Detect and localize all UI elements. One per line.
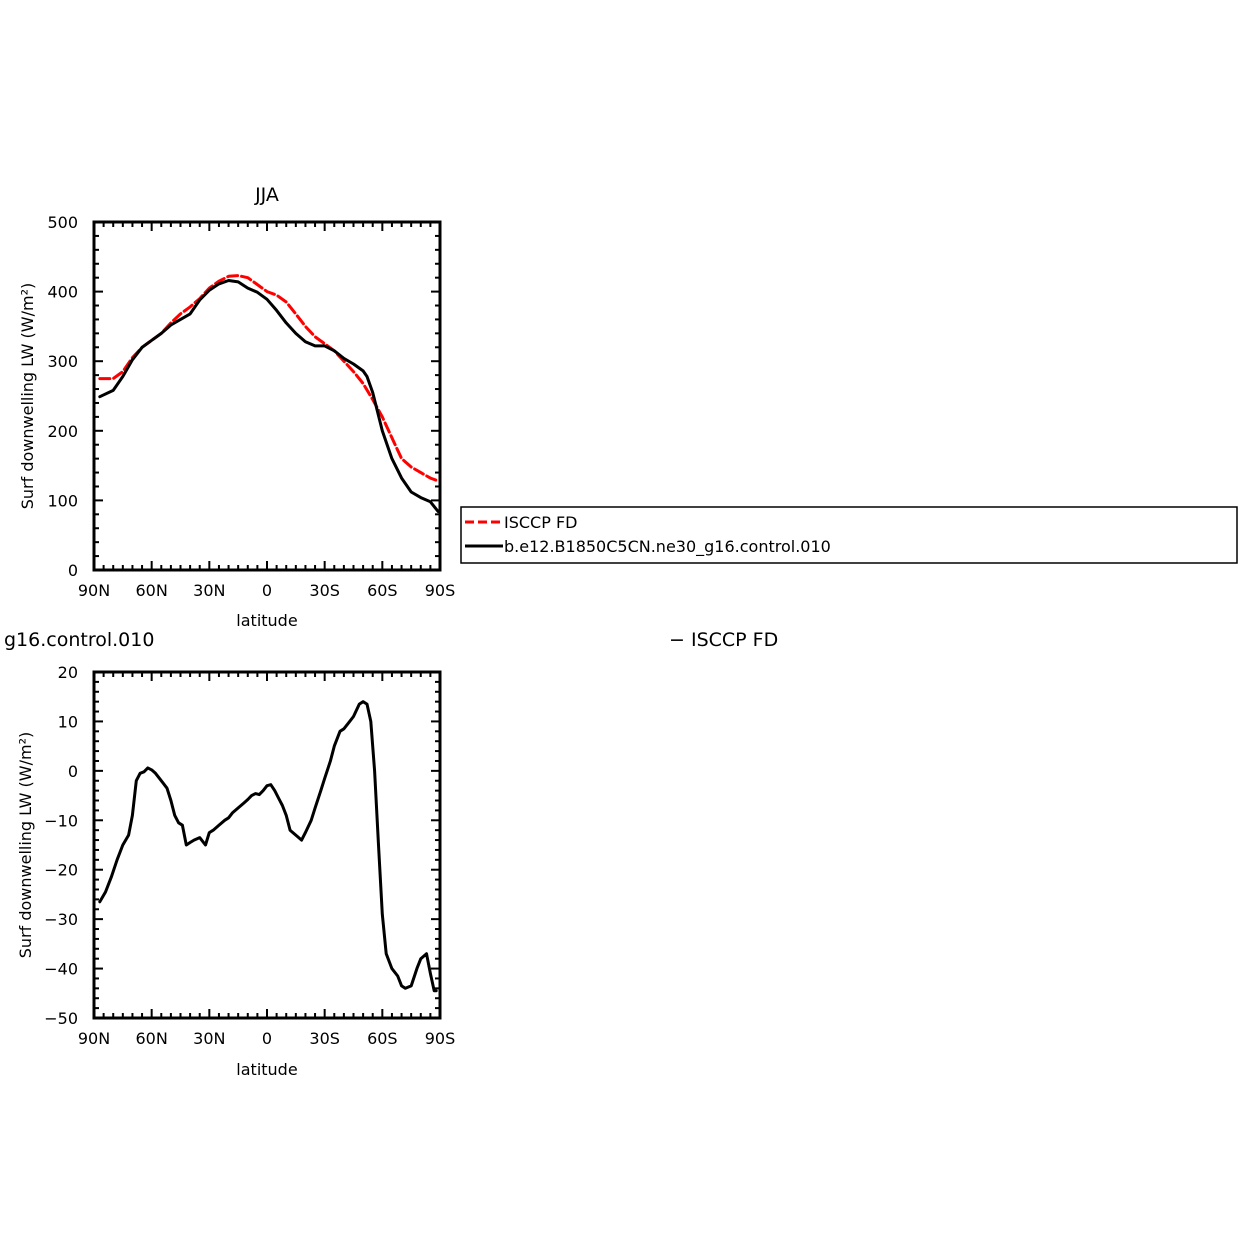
- legend-box: [460, 506, 1238, 564]
- legend: ISCCP FD b.e12.B1850C5CN.ne30_g16.contro…: [460, 506, 1238, 564]
- bottom-x-tick-label: 90N: [78, 1029, 110, 1048]
- bottom-chart-title-right: − ISCCP FD: [669, 629, 778, 651]
- bottom-plot-area: [98, 700, 438, 993]
- bottom-chart-title: g16.control.010: [4, 629, 154, 651]
- top-y-tick-label: 0: [68, 561, 78, 580]
- top-series-line-0: [98, 274, 440, 483]
- top-x-tick-label: 30N: [193, 581, 225, 600]
- bottom-y-tick-label: 10: [58, 712, 78, 731]
- bottom-x-tick-label: 60N: [136, 1029, 168, 1048]
- top-axes: 90N 60N 30N 0 30S 60S 90S 0 100 200 300 400 500: [47, 213, 455, 600]
- top-x-tick-label: 90N: [78, 581, 110, 600]
- top-y-tick-label: 300: [47, 352, 78, 371]
- bottom-y-tick-label: 20: [58, 663, 78, 682]
- top-plot-area: [98, 274, 440, 513]
- top-y-tick-label: 100: [47, 491, 78, 510]
- top-y-tick-label: 500: [47, 213, 78, 232]
- bottom-x-tick-label: 30S: [309, 1029, 340, 1048]
- top-x-axis-label: latitude: [236, 611, 297, 630]
- bottom-y-tick-label: −20: [44, 861, 78, 880]
- top-panel: JJA 90N 60N 30N 0 30S 60S 90S0100200300400500 …: [18, 184, 455, 630]
- bottom-x-axis-label: latitude: [236, 1060, 297, 1079]
- bottom-plot-frame: [92, 670, 442, 1020]
- bottom-y-tick-label: −10: [44, 811, 78, 830]
- bottom-y-tick-label: 0: [68, 762, 78, 781]
- top-x-tick-label: 60N: [136, 581, 168, 600]
- bottom-y-axis-label: Surf downwelling LW (W/m²): [16, 732, 35, 958]
- top-series-line-1: [98, 279, 440, 513]
- legend-label-isccp: ISCCP FD: [504, 513, 577, 532]
- top-x-tick-label: 0: [262, 581, 272, 600]
- bottom-x-tick-label: 60S: [367, 1029, 398, 1048]
- top-y-axis-label: Surf downwelling LW (W/m²): [18, 283, 37, 509]
- top-chart-title: JJA: [254, 184, 279, 206]
- top-x-tick-label: 90S: [425, 581, 456, 600]
- bottom-y-tick-label: −40: [44, 960, 78, 979]
- top-x-tick-label: 30S: [309, 581, 340, 600]
- bottom-series-line-0: [98, 700, 438, 993]
- bottom-x-tick-label: 90S: [425, 1029, 456, 1048]
- top-plot-frame: [92, 220, 442, 572]
- bottom-panel: g16.control.010 − ISCCP FD 90N 60N 30N 0 30S…: [4, 629, 778, 1079]
- bottom-x-tick-label: 30N: [193, 1029, 225, 1048]
- legend-label-model: b.e12.B1850C5CN.ne30_g16.control.010: [504, 537, 831, 557]
- bottom-y-tick-label: −50: [44, 1009, 78, 1028]
- bottom-x-tick-label: 0: [262, 1029, 272, 1048]
- top-x-tick-label: 60S: [367, 581, 398, 600]
- bottom-axes: 90N 60N 30N 0 30S 60S 90S −50 −40 −30 −20 −10 0 10 20: [44, 663, 455, 1048]
- top-y-tick-label: 400: [47, 283, 78, 302]
- bottom-y-tick-label: −30: [44, 910, 78, 929]
- top-y-tick-label: 200: [47, 422, 78, 441]
